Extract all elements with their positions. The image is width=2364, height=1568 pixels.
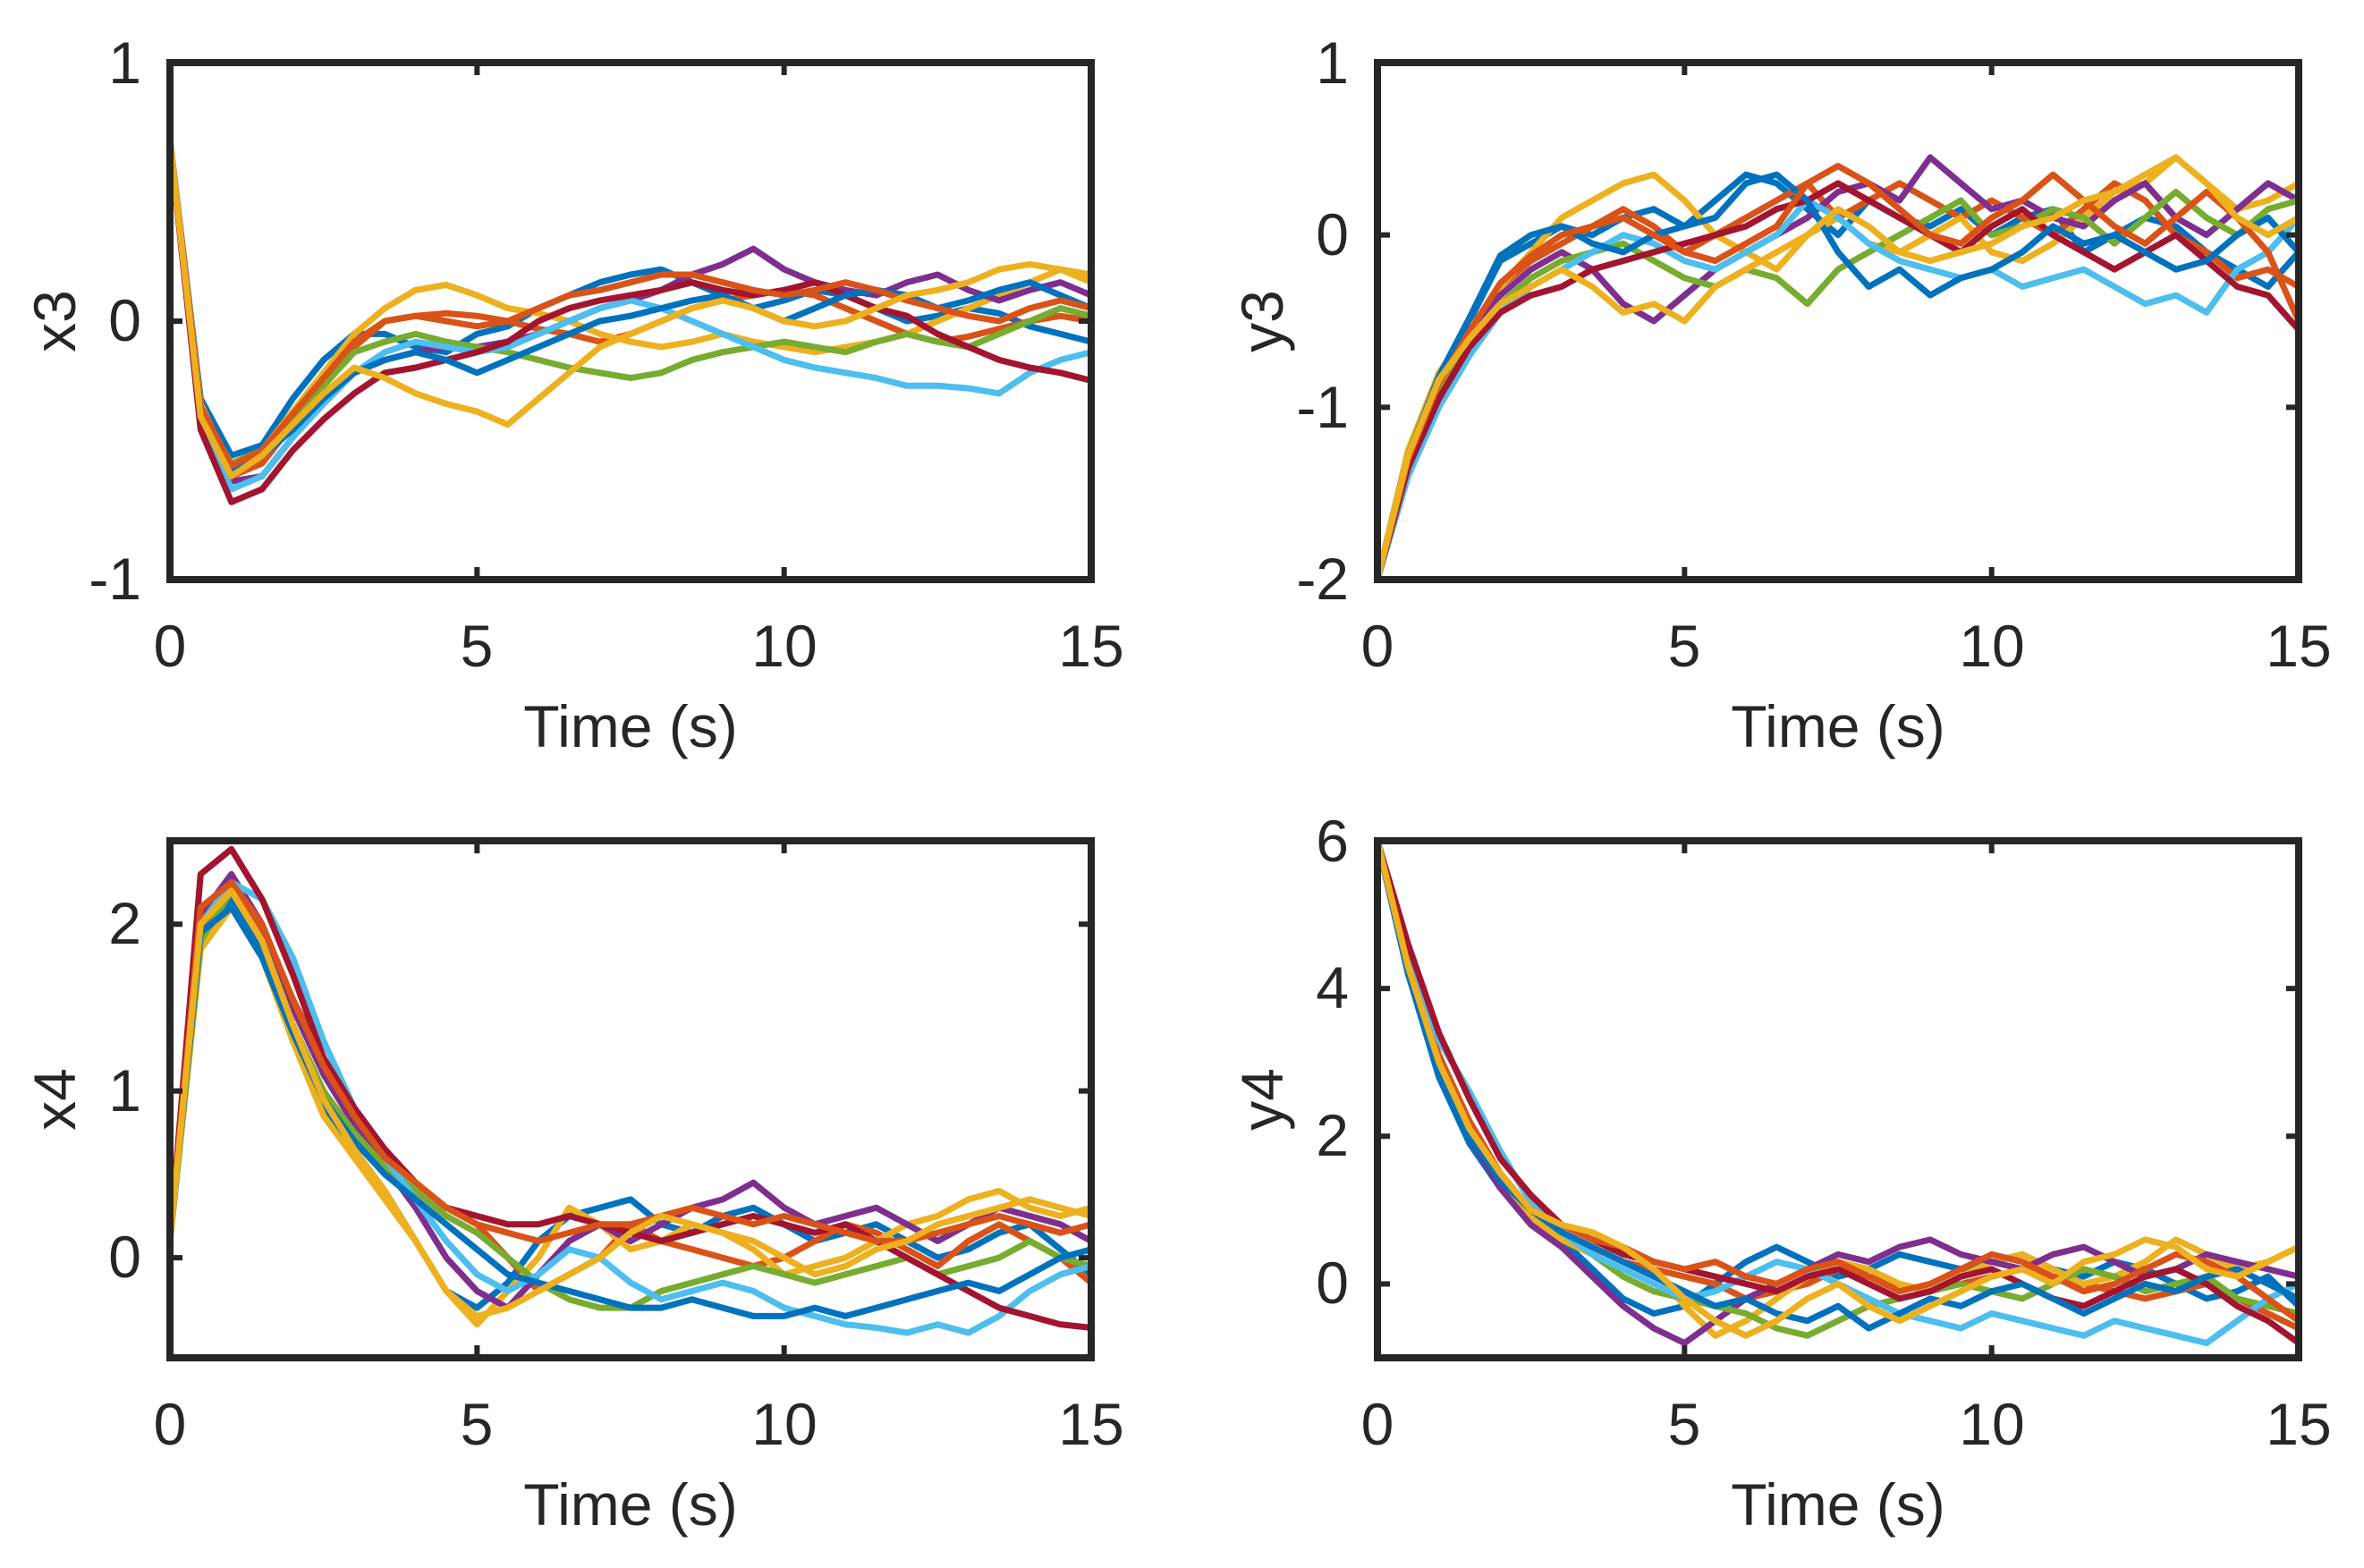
x3-ytick-label-1: 0 [108,287,141,353]
x4-xtick-label-0: 0 [154,1391,187,1457]
y3-ytick-label-3: 1 [1316,30,1349,96]
y3-xtick-label-3: 15 [2266,613,2331,679]
y3-series-5-line [1374,189,2302,583]
x3-xtick-label-1: 5 [461,613,494,679]
y3-ytick-label-1: -1 [1296,374,1349,440]
y3-ytick-label-2: 0 [1316,201,1349,267]
x3-series-3-line [166,137,1095,475]
y4-ytick-label-1: 2 [1316,1102,1349,1168]
y3-xlabel: Time (s) [1731,693,1945,759]
x3-ytick-label-2: 1 [108,30,141,96]
x4-ytick-label-0: 0 [108,1224,141,1290]
y3-ylabel: y3 [1229,290,1295,352]
y3-series-10-line [1374,154,2302,583]
y3-series-9-line [1374,163,2302,583]
x4-series-lines [166,845,1095,1336]
y4-ytick-label-0: 0 [1316,1250,1349,1316]
y4-xtick-label-0: 0 [1361,1391,1394,1457]
y4-xlabel: Time (s) [1731,1471,1945,1538]
x3-series-5-line [166,137,1095,467]
x3-xlabel: Time (s) [523,693,738,759]
x4-series-4-line [166,870,1095,1311]
x3-ticks [167,60,1094,582]
x3-series-6-line [166,137,1095,493]
y4-series-lines [1374,837,2302,1346]
x3-ylabel: x3 [21,290,88,352]
y3-ticks [1375,60,2301,582]
subplot-y3: 0 5 10 15 -2 -1 0 1 Time (s) y3 [1229,30,2332,759]
y3-series-8-line [1374,171,2302,583]
x3-series-1-line [166,137,1095,459]
x4-ytick-label-2: 2 [108,890,141,956]
x4-series-10-line [166,887,1095,1319]
x4-xtick-label-2: 10 [751,1391,817,1457]
x4-series-1-line [166,895,1095,1311]
x3-series-lines [166,137,1095,505]
y4-ylabel: y4 [1229,1068,1295,1131]
x4-series-9-line [166,879,1095,1244]
y3-series-lines [1374,154,2302,583]
x4-axes-box [166,837,1095,1361]
y4-axes-box [1374,837,2302,1361]
x3-series-9-line [166,137,1095,470]
y4-ytick-label-3: 6 [1316,808,1349,874]
x4-ylabel: x4 [21,1068,88,1131]
y4-series-10-line [1374,837,2302,1339]
subplot-x4: 0 5 10 15 0 1 2 Time (s) x4 [21,837,1124,1538]
y4-xtick-label-3: 15 [2266,1391,2331,1457]
y3-xtick-label-2: 10 [1959,613,2024,679]
y3-xtick-label-0: 0 [1361,613,1394,679]
x3-xtick-label-0: 0 [154,613,187,679]
x3-xtick-label-3: 15 [1058,613,1123,679]
y4-series-7-line [1374,837,2302,1346]
subplot-x3: 0 5 10 15 -1 0 1 Time (s) x3 [21,30,1124,759]
y4-ticks [1375,838,2301,1358]
x4-xlabel: Time (s) [523,1471,738,1538]
x4-xtick-label-1: 5 [461,1391,494,1457]
y4-xtick-label-1: 5 [1668,1391,1701,1457]
x4-series-3-line [166,904,1095,1328]
x3-ytick-label-0: -1 [89,546,141,612]
x3-xtick-label-2: 10 [751,613,817,679]
x4-ytick-label-1: 1 [108,1057,141,1123]
x3-series-10-line [166,137,1095,479]
x4-ticks [167,841,1094,1358]
x3-series-7-line [166,137,1095,505]
x4-xtick-label-3: 15 [1058,1391,1123,1457]
y3-series-4-line [1374,154,2302,583]
x4-series-6-line [166,879,1095,1336]
y3-ytick-label-0: -2 [1296,546,1349,612]
y3-xtick-label-1: 5 [1668,613,1701,679]
subplot-y4: 0 5 10 15 0 2 4 6 Time (s) y4 [1229,808,2332,1538]
y3-axes-box [1374,59,2302,583]
y4-ytick-label-2: 4 [1316,954,1349,1021]
y4-xtick-label-2: 10 [1959,1391,2024,1457]
